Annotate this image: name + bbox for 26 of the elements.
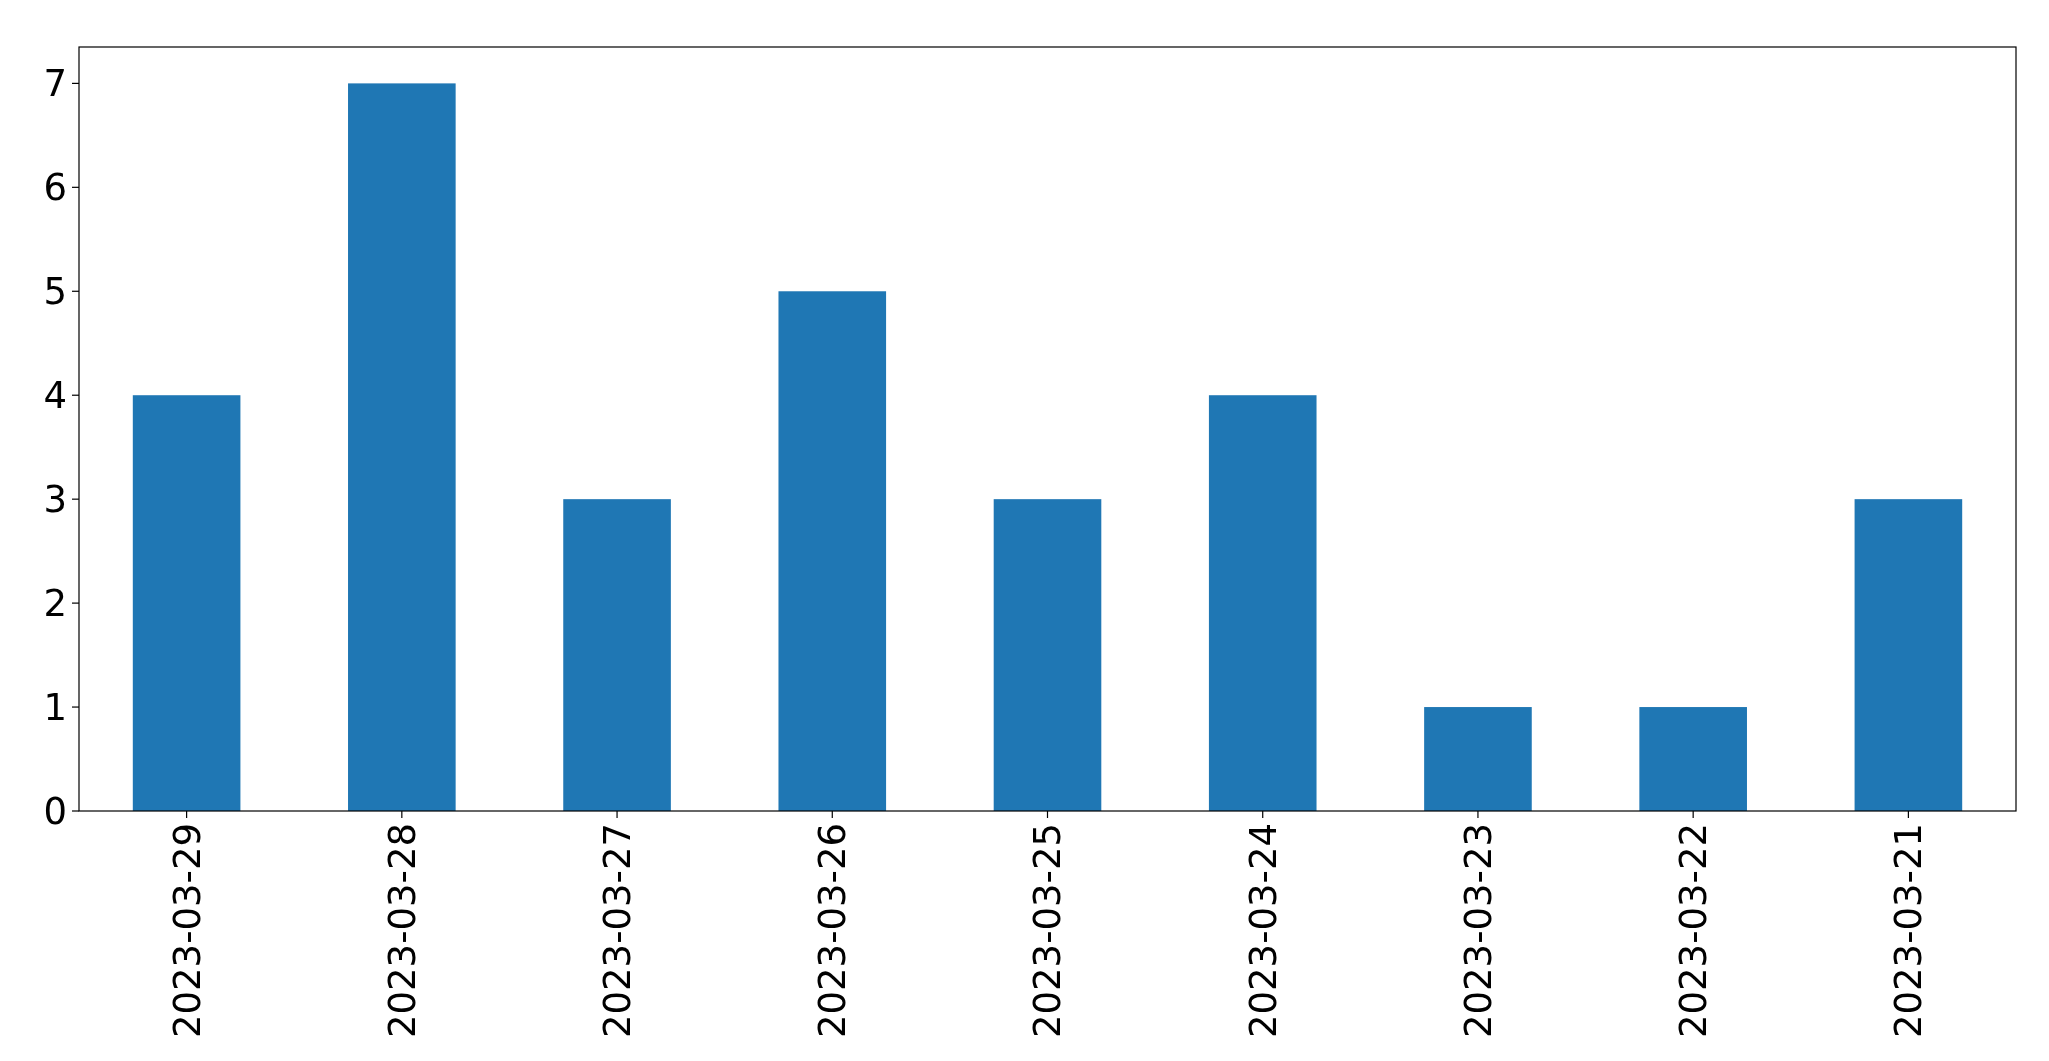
x-tick-label: 2023-03-26	[811, 823, 855, 1039]
bar	[993, 499, 1102, 811]
bar	[132, 395, 241, 811]
y-tick-label: 5	[43, 270, 67, 314]
x-tick-label: 2023-03-25	[1026, 823, 1070, 1039]
y-tick-label: 4	[43, 374, 67, 418]
x-tick-label: 2023-03-21	[1887, 823, 1931, 1039]
y-tick-label: 2	[43, 582, 67, 626]
x-tick-label: 2023-03-23	[1456, 823, 1500, 1039]
y-tick-label: 6	[43, 166, 67, 210]
bar	[563, 499, 671, 811]
bar	[1208, 395, 1317, 811]
y-tick-label: 0	[43, 789, 67, 833]
x-tick-label: 2023-03-27	[596, 823, 640, 1039]
bar	[1639, 707, 1747, 811]
y-tick-label: 3	[43, 478, 67, 522]
x-tick-label: 2023-03-24	[1241, 823, 1285, 1039]
y-tick-label: 1	[43, 686, 67, 729]
bar	[348, 83, 456, 811]
bar	[1854, 499, 1963, 811]
bar	[778, 291, 887, 811]
y-tick-label: 7	[43, 62, 67, 106]
x-tick-label: 2023-03-29	[165, 823, 209, 1039]
x-tick-label: 2023-03-28	[380, 823, 424, 1039]
x-tick-label: 2023-03-22	[1672, 823, 1716, 1039]
bar	[1424, 707, 1532, 811]
